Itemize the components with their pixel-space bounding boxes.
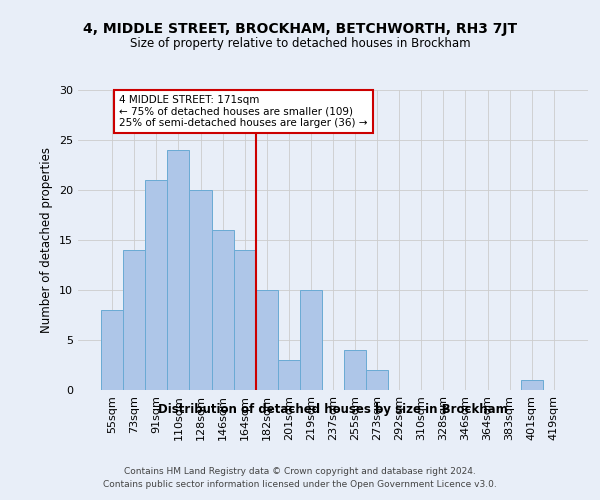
Bar: [278, 360, 300, 390]
Text: Contains HM Land Registry data © Crown copyright and database right 2024.: Contains HM Land Registry data © Crown c…: [124, 468, 476, 476]
Bar: [212, 230, 233, 390]
Bar: [344, 350, 366, 390]
Text: Size of property relative to detached houses in Brockham: Size of property relative to detached ho…: [130, 38, 470, 51]
Bar: [256, 290, 278, 390]
Text: Contains public sector information licensed under the Open Government Licence v3: Contains public sector information licen…: [103, 480, 497, 489]
Y-axis label: Number of detached properties: Number of detached properties: [40, 147, 53, 333]
Bar: [366, 370, 388, 390]
Text: Distribution of detached houses by size in Brockham: Distribution of detached houses by size …: [158, 402, 508, 415]
Bar: [190, 190, 212, 390]
Bar: [233, 250, 256, 390]
Bar: [167, 150, 190, 390]
Text: 4 MIDDLE STREET: 171sqm
← 75% of detached houses are smaller (109)
25% of semi-d: 4 MIDDLE STREET: 171sqm ← 75% of detache…: [119, 95, 367, 128]
Bar: [300, 290, 322, 390]
Bar: [521, 380, 543, 390]
Bar: [145, 180, 167, 390]
Bar: [101, 310, 123, 390]
Bar: [123, 250, 145, 390]
Text: 4, MIDDLE STREET, BROCKHAM, BETCHWORTH, RH3 7JT: 4, MIDDLE STREET, BROCKHAM, BETCHWORTH, …: [83, 22, 517, 36]
